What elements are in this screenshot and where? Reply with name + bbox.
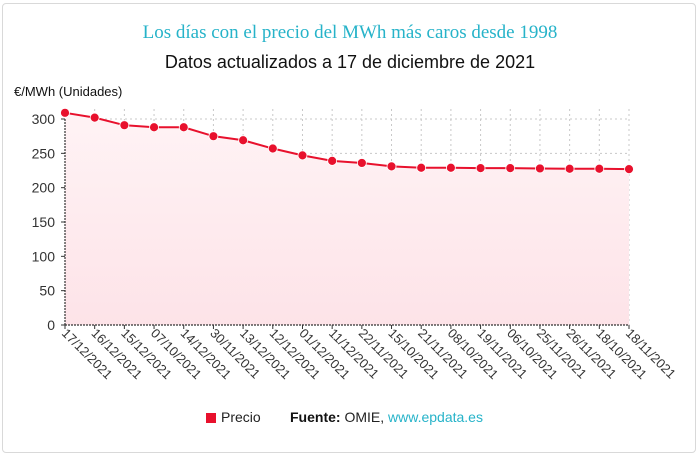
data-point[interactable] <box>535 163 545 174</box>
data-point[interactable] <box>564 163 575 174</box>
data-point[interactable] <box>178 122 189 133</box>
data-point[interactable] <box>297 150 308 161</box>
y-tick-label: 150 <box>32 214 56 230</box>
data-point[interactable] <box>327 155 338 166</box>
y-tick-label: 50 <box>39 283 55 299</box>
source-prefix: Fuente: <box>290 409 341 425</box>
data-point[interactable] <box>445 162 456 173</box>
data-point[interactable] <box>149 122 159 133</box>
data-point[interactable] <box>208 131 219 142</box>
legend-swatch-precio[interactable] <box>206 413 216 423</box>
chart-title: Los días con el precio del MWh más caros… <box>142 22 558 43</box>
data-point[interactable] <box>89 112 100 123</box>
series-line <box>64 111 630 171</box>
y-tick-label: 250 <box>32 145 56 161</box>
area-path <box>65 112 629 325</box>
y-tick-label: 0 <box>47 317 55 333</box>
data-point[interactable] <box>238 135 249 146</box>
y-tick-labels: 0 50 100 150 200 250 300 <box>32 111 56 333</box>
area-fill <box>65 112 629 325</box>
data-point[interactable] <box>505 163 516 173</box>
y-axis-label: €/MWh (Unidades) <box>14 84 123 99</box>
data-point[interactable] <box>119 120 130 131</box>
data-point[interactable] <box>267 143 278 154</box>
y-tick-label: 100 <box>32 248 56 264</box>
data-point[interactable] <box>386 161 397 172</box>
data-point[interactable] <box>60 107 70 118</box>
source-text: OMIE, <box>340 409 389 425</box>
source-link[interactable]: www.epdata.es <box>388 409 483 425</box>
data-point[interactable] <box>416 162 427 173</box>
y-tick-label: 200 <box>32 180 56 196</box>
axes <box>61 118 630 329</box>
data-point[interactable] <box>475 163 486 173</box>
chart-subtitle: Datos actualizados a 17 de diciembre de … <box>164 52 536 72</box>
data-point[interactable] <box>624 164 634 175</box>
data-point[interactable] <box>356 158 367 168</box>
series-precio <box>60 107 634 175</box>
x-tick-labels: 17/12/202116/12/202115/12/202107/10/2021… <box>59 326 679 383</box>
legend-label-precio[interactable]: Precio <box>221 409 261 425</box>
source-note: Fuente: OMIE, www.epdata.es <box>290 409 483 425</box>
data-point[interactable] <box>594 163 605 174</box>
y-tick-label: 300 <box>32 111 56 127</box>
